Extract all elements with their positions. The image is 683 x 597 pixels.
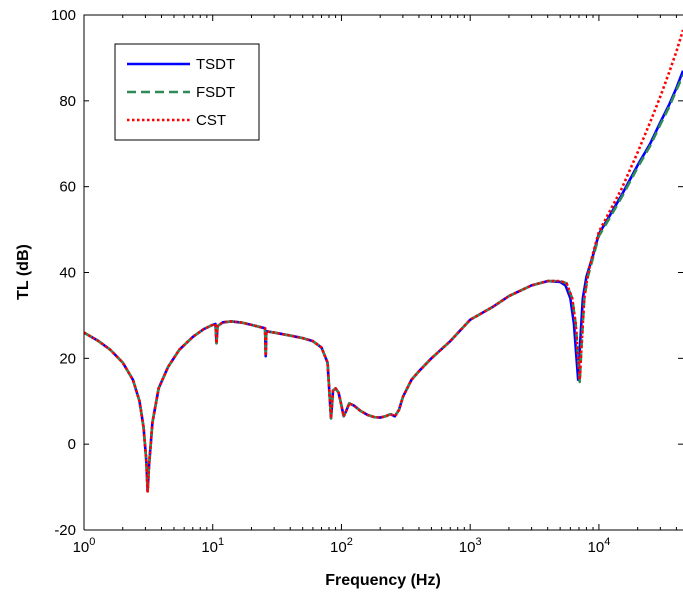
y-axis-ticks: -20 0 20 40 60 80 100 [51, 7, 683, 539]
x-axis-ticks: 100 101 102 103 104 [73, 15, 677, 556]
y-tick-label: 20 [59, 350, 76, 367]
x-tick-label: 104 [588, 536, 611, 556]
y-tick-label: 100 [51, 7, 76, 24]
series-layer [84, 29, 683, 493]
x-tick-label: 100 [73, 536, 96, 556]
x-tick-label: 101 [201, 536, 224, 556]
y-tick-label: 40 [59, 265, 76, 282]
x-axis-title: Frequency (Hz) [325, 572, 441, 589]
y-tick-label: 0 [68, 436, 76, 453]
series-line-cst [84, 29, 683, 493]
legend: TSDT FSDT CST [114, 43, 260, 141]
legend-label-cst: CST [196, 112, 226, 129]
legend-label-tsdt: TSDT [196, 56, 235, 73]
y-tick-label: -20 [54, 522, 76, 539]
legend-label-fsdt: FSDT [196, 84, 235, 101]
y-axis-title: TL (dB) [15, 244, 32, 300]
y-tick-label: 80 [59, 93, 76, 110]
y-tick-label: 60 [59, 179, 76, 196]
x-tick-label: 102 [330, 536, 353, 556]
x-tick-label: 103 [459, 536, 482, 556]
